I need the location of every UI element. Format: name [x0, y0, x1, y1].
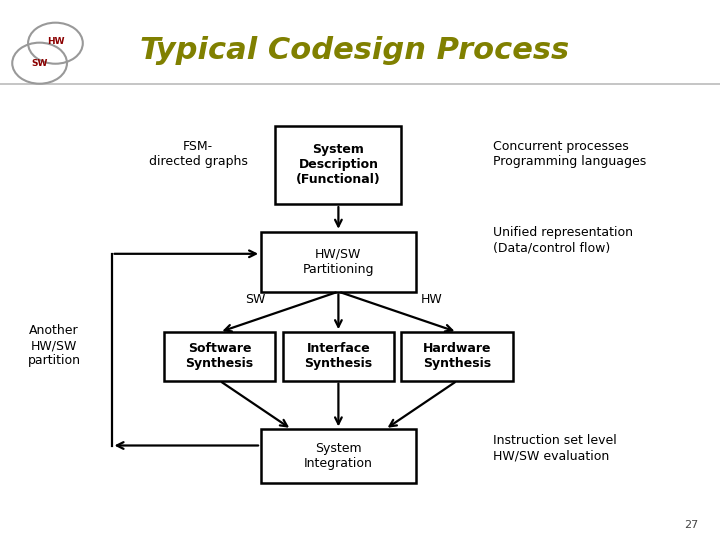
Text: System
Description
(Functional): System Description (Functional) — [296, 143, 381, 186]
FancyBboxPatch shape — [163, 332, 275, 381]
FancyBboxPatch shape — [261, 232, 416, 292]
Text: Hardware
Synthesis: Hardware Synthesis — [423, 342, 492, 370]
Text: HW/SW
Partitioning: HW/SW Partitioning — [302, 248, 374, 276]
Text: Typical Codesign Process: Typical Codesign Process — [140, 36, 570, 65]
Text: 27: 27 — [684, 520, 698, 530]
Text: System
Integration: System Integration — [304, 442, 373, 470]
Text: Concurrent processes
Programming languages: Concurrent processes Programming languag… — [493, 140, 647, 168]
Text: Interface
Synthesis: Interface Synthesis — [305, 342, 372, 370]
FancyBboxPatch shape — [275, 126, 401, 204]
Text: FSM-
directed graphs: FSM- directed graphs — [148, 140, 248, 168]
Text: HW: HW — [421, 293, 443, 306]
Text: SW: SW — [32, 59, 48, 68]
Text: HW: HW — [47, 37, 64, 46]
Text: SW: SW — [246, 293, 266, 306]
FancyBboxPatch shape — [402, 332, 513, 381]
Text: Another
HW/SW
partition: Another HW/SW partition — [27, 324, 81, 367]
Text: Unified representation
(Data/control flow): Unified representation (Data/control flo… — [493, 226, 633, 254]
Text: Software
Synthesis: Software Synthesis — [186, 342, 253, 370]
FancyBboxPatch shape — [261, 429, 416, 483]
Text: Instruction set level
HW/SW evaluation: Instruction set level HW/SW evaluation — [493, 434, 617, 462]
FancyBboxPatch shape — [282, 332, 395, 381]
